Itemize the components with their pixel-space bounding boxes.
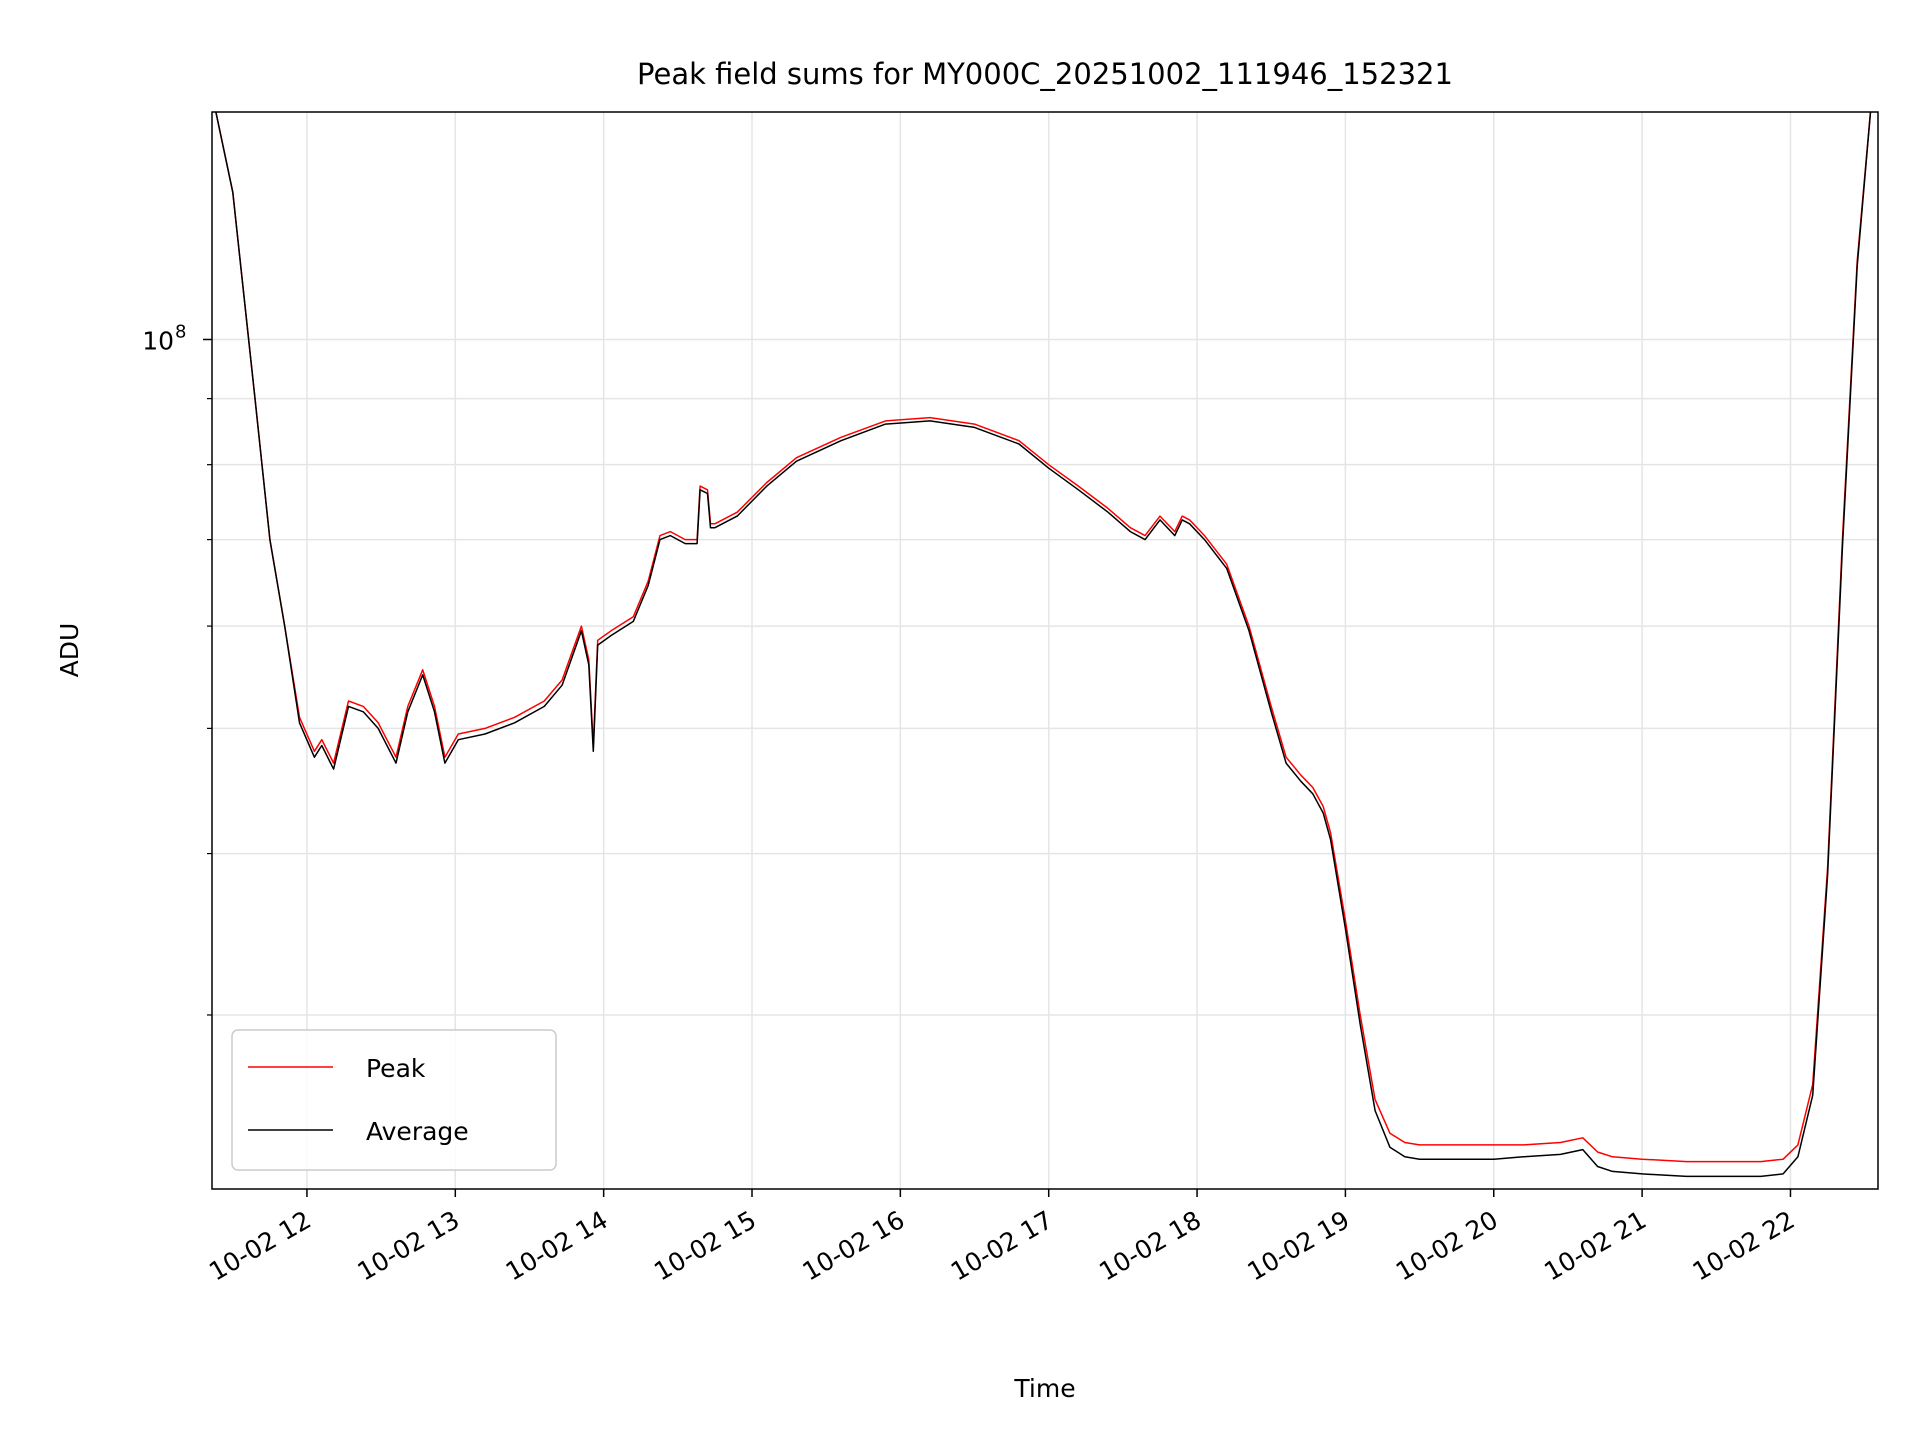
x-tick-label: 10-02 12 [204,1205,316,1286]
series-line-average [215,112,1872,1178]
x-tick-label: 10-02 17 [946,1205,1058,1286]
series-layer [215,112,1872,1178]
x-tick-label: 10-02 19 [1243,1205,1355,1286]
x-tick-label: 10-02 16 [798,1205,910,1286]
x-tick-label: 10-02 22 [1688,1205,1800,1286]
y-axis-label: ADU [55,623,84,678]
x-tick-label: 10-02 15 [649,1205,761,1286]
x-tick-label: 10-02 13 [352,1205,464,1286]
x-axis-ticks: 10-02 12 10-02 13 10-02 14 10-02 15 10-02 16… [204,1189,1799,1286]
x-tick-label: 10-02 20 [1391,1205,1503,1286]
y-tick-label-exponent: 8 [175,321,186,342]
legend-label-average: Average [366,1117,469,1146]
legend: Peak Average [231,1029,557,1171]
y-axis-ticks: 10 8 [142,321,212,1016]
x-axis-label: Time [1013,1374,1075,1403]
plot-frame [211,111,1879,1190]
x-tick-label: 10-02 18 [1094,1205,1206,1286]
legend-box [231,1029,557,1171]
x-tick-label: 10-02 14 [501,1205,613,1286]
series-line-peak [215,112,1872,1163]
grid [212,112,1878,1189]
chart-title: Peak field sums for MY000C_20251002_1119… [637,57,1453,91]
y-tick-label-base: 10 [142,326,174,355]
x-tick-label: 10-02 21 [1539,1205,1651,1286]
legend-label-peak: Peak [366,1054,426,1083]
